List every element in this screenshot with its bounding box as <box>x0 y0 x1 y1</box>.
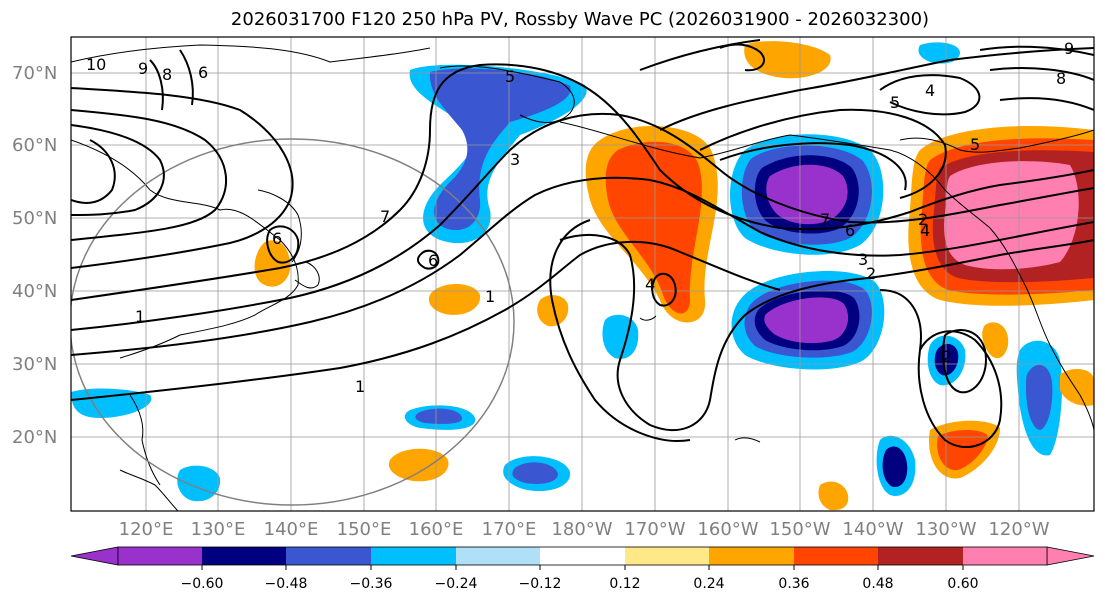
colorbar-tick-label: −0.12 <box>519 576 562 592</box>
contour-label: 5 <box>890 93 900 112</box>
lon-label: 120°E <box>119 519 174 540</box>
contour-label: 6 <box>845 221 855 240</box>
lon-label: 120°W <box>988 519 1049 540</box>
map-frame <box>70 36 1095 512</box>
colorbar-swatch <box>540 547 625 565</box>
lon-label: 140°E <box>264 519 319 540</box>
colorbar-swatch <box>118 547 202 565</box>
colorbar-tick-label: −0.36 <box>350 576 393 592</box>
colorbar-left-extension <box>70 546 119 566</box>
colorbar-swatch <box>286 547 371 565</box>
contour-label: 4 <box>920 221 930 240</box>
coastlines <box>71 44 1094 511</box>
contour-labels: 10 9 8 7 6 5 3 7 6 6 1 1 4 5 4 6 3 2 1 2… <box>86 39 1074 396</box>
contour-label: 1 <box>355 377 365 396</box>
colorbar-swatch <box>963 547 1047 565</box>
contour-label: 8 <box>162 65 172 84</box>
pv-anomaly-shading <box>71 41 1094 511</box>
colorbar-swatch <box>202 547 286 565</box>
contour-label: 2 <box>942 347 952 366</box>
colorbar-ticks <box>201 565 964 570</box>
colorbar: −0.60 −0.48 −0.36 −0.24 −0.12 0.12 0.24 … <box>70 546 1095 592</box>
contour-label: 7 <box>820 210 830 229</box>
contour-label: 6 <box>198 63 208 82</box>
lon-label: 160°E <box>409 519 464 540</box>
contour-label: 7 <box>380 207 390 226</box>
colorbar-tick-label: 0.48 <box>862 576 893 592</box>
lat-label-50n: 50°N <box>12 208 57 229</box>
pv-contours <box>71 39 1094 449</box>
contour-label: 3 <box>858 250 868 269</box>
colorbar-swatch <box>878 547 963 565</box>
contour-label: 6 <box>272 229 282 248</box>
contour-label: 2 <box>866 264 876 283</box>
colorbar-tick-label: 0.24 <box>693 576 724 592</box>
contour-label: 1 <box>485 287 495 306</box>
contour-label: 9 <box>1064 39 1074 58</box>
contour-label: 3 <box>510 150 520 169</box>
colorbar-swatch <box>371 547 456 565</box>
colorbar-swatch <box>625 547 709 565</box>
colorbar-frame <box>117 546 1048 566</box>
colorbar-swatch <box>794 547 878 565</box>
lon-label: 170°E <box>482 519 537 540</box>
contour-label: 6 <box>428 251 438 270</box>
contour-label: 5 <box>970 135 980 154</box>
figure-title: 2026031700 F120 250 hPa PV, Rossby Wave … <box>230 9 930 30</box>
contour-label: 10 <box>86 55 106 74</box>
lon-label: 140°W <box>842 519 903 540</box>
lon-label: 130°W <box>915 519 976 540</box>
contour-label: 2 <box>918 210 928 229</box>
lat-label-20n: 20°N <box>12 427 57 448</box>
contour-label: 1 <box>135 307 145 326</box>
lat-label-30n: 30°N <box>12 354 57 375</box>
colorbar-tick-label: 0.12 <box>609 576 640 592</box>
colorbar-tick-label: −0.60 <box>181 576 224 592</box>
contour-label: 9 <box>138 59 148 78</box>
contour-label: 5 <box>505 67 515 86</box>
contour-label: 8 <box>1056 69 1066 88</box>
colorbar-swatch <box>456 547 540 565</box>
colorbar-tick-label: 0.60 <box>947 576 978 592</box>
lon-label: 170°W <box>624 519 685 540</box>
great-circle-outline <box>71 138 515 506</box>
lat-label-40n: 40°N <box>12 281 57 302</box>
lat-label-60n: 60°N <box>12 135 57 156</box>
contour-label: 4 <box>645 275 655 294</box>
lon-label: 180°W <box>551 519 612 540</box>
colorbar-right-extension <box>1046 546 1095 566</box>
contour-label: 4 <box>925 81 935 100</box>
lon-label: 150°W <box>769 519 830 540</box>
lon-label: 130°E <box>191 519 246 540</box>
latitude-labels: 70°N 60°N 50°N 40°N 30°N 20°N <box>12 63 57 448</box>
longitude-labels: 120°E 130°E 140°E 150°E 160°E 170°E 180°… <box>119 519 1050 540</box>
colorbar-tick-label: −0.48 <box>265 576 308 592</box>
colorbar-swatch <box>709 547 794 565</box>
lat-label-70n: 70°N <box>12 63 57 84</box>
colorbar-tick-label: 0.36 <box>778 576 809 592</box>
lon-label: 160°W <box>697 519 758 540</box>
lon-label: 150°E <box>337 519 392 540</box>
colorbar-tick-label: −0.24 <box>435 576 478 592</box>
